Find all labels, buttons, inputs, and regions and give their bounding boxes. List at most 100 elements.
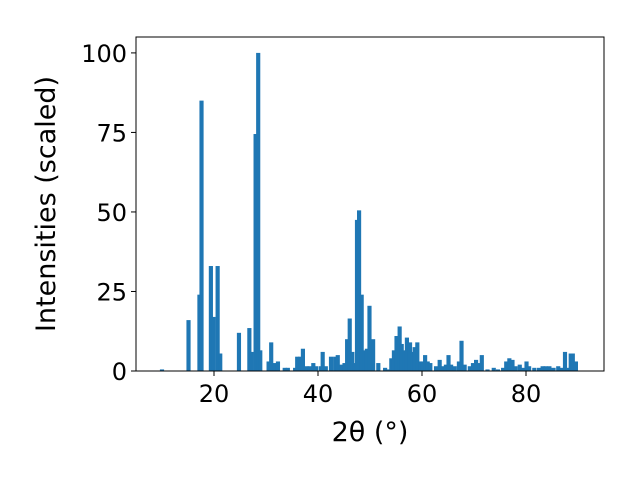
bar bbox=[320, 351, 325, 371]
bar bbox=[399, 343, 404, 371]
bar bbox=[342, 363, 347, 371]
x-tick-label: 40 bbox=[303, 380, 334, 408]
bar bbox=[479, 355, 484, 371]
bar bbox=[304, 366, 309, 371]
bar bbox=[300, 348, 305, 371]
bar bbox=[333, 356, 338, 371]
y-tick-label: 100 bbox=[81, 40, 127, 68]
bar bbox=[159, 369, 165, 371]
bar bbox=[359, 294, 364, 371]
bar bbox=[364, 348, 369, 371]
bar bbox=[362, 350, 367, 371]
bar bbox=[573, 361, 578, 371]
bar bbox=[570, 353, 575, 371]
bar bbox=[565, 367, 570, 371]
bar bbox=[347, 318, 352, 371]
bar bbox=[236, 332, 242, 371]
bar bbox=[352, 363, 357, 371]
bar bbox=[428, 363, 433, 371]
bar bbox=[437, 359, 442, 371]
bar bbox=[520, 367, 525, 371]
bar bbox=[215, 266, 220, 371]
bar bbox=[266, 361, 271, 371]
bar bbox=[371, 339, 376, 371]
bar bbox=[543, 366, 548, 371]
bar bbox=[367, 305, 372, 371]
bar bbox=[504, 361, 509, 371]
bar bbox=[532, 367, 537, 371]
bar bbox=[298, 356, 303, 371]
bar bbox=[389, 358, 394, 371]
bar bbox=[507, 358, 512, 371]
bar bbox=[536, 367, 542, 371]
y-tick-label: 25 bbox=[96, 278, 127, 306]
bar bbox=[425, 361, 430, 371]
x-tick-label: 20 bbox=[199, 380, 230, 408]
bar bbox=[282, 367, 287, 371]
bar bbox=[491, 367, 496, 371]
x-tick-label: 60 bbox=[407, 380, 438, 408]
bar bbox=[295, 356, 300, 371]
bar bbox=[186, 320, 191, 371]
bar-series bbox=[159, 52, 578, 372]
bar bbox=[249, 351, 254, 371]
bar bbox=[527, 366, 532, 371]
y-axis-label: Intensities (scaled) bbox=[31, 76, 62, 332]
bar bbox=[433, 366, 439, 371]
bar bbox=[253, 134, 258, 371]
bar bbox=[386, 369, 391, 371]
bar bbox=[376, 363, 381, 371]
bar bbox=[211, 316, 216, 371]
bar bbox=[313, 366, 318, 371]
bar bbox=[258, 350, 263, 371]
bar bbox=[562, 351, 568, 371]
y-axis-ticks: 0 25 50 75 100 bbox=[81, 40, 136, 386]
bar bbox=[307, 366, 312, 371]
bar bbox=[441, 366, 446, 371]
bar bbox=[470, 363, 476, 371]
bar bbox=[551, 367, 556, 371]
bar bbox=[323, 366, 328, 371]
bar bbox=[495, 369, 500, 371]
bar bbox=[456, 361, 461, 371]
bar bbox=[443, 364, 448, 371]
bar bbox=[407, 342, 413, 371]
bar bbox=[540, 366, 545, 371]
bar bbox=[272, 363, 277, 371]
bar bbox=[510, 359, 515, 371]
bar bbox=[383, 367, 388, 371]
bar bbox=[350, 351, 355, 371]
bar bbox=[556, 366, 561, 371]
bar bbox=[208, 266, 213, 371]
bar bbox=[477, 363, 482, 371]
bar bbox=[391, 350, 396, 371]
bar bbox=[449, 364, 454, 371]
bar bbox=[452, 366, 457, 371]
y-tick-label: 50 bbox=[96, 199, 127, 227]
bar bbox=[318, 366, 323, 371]
bar bbox=[501, 367, 506, 371]
bar bbox=[402, 350, 407, 371]
bar bbox=[199, 100, 204, 372]
bar bbox=[462, 364, 467, 371]
bar bbox=[394, 336, 399, 371]
x-axis-label: 2θ (°) bbox=[332, 417, 409, 448]
bar bbox=[269, 342, 274, 371]
bar bbox=[412, 347, 417, 371]
bar bbox=[218, 353, 223, 371]
bar bbox=[357, 210, 362, 371]
bar bbox=[275, 361, 281, 371]
bar bbox=[328, 356, 334, 371]
axes-frame bbox=[135, 36, 605, 372]
bar bbox=[420, 361, 425, 371]
bar bbox=[256, 52, 261, 372]
bar bbox=[404, 337, 409, 371]
y-tick-label: 0 bbox=[112, 358, 127, 386]
bar bbox=[547, 366, 552, 371]
bar bbox=[446, 355, 451, 371]
bar bbox=[485, 369, 490, 371]
bar bbox=[285, 367, 290, 371]
bar bbox=[513, 366, 518, 371]
bar bbox=[517, 364, 522, 371]
